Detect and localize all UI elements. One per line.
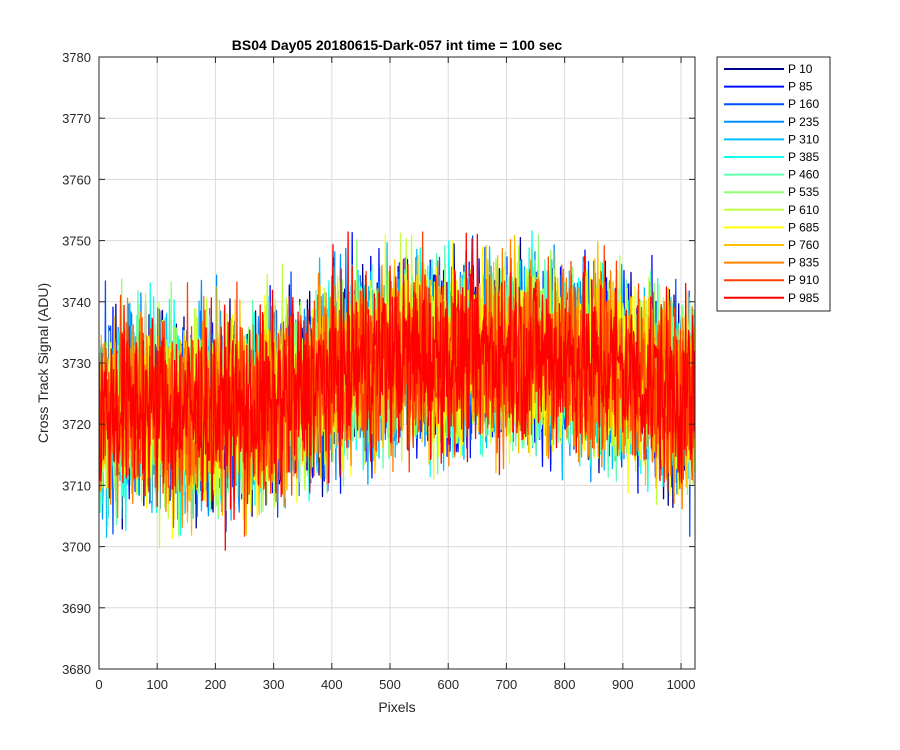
x-tick-label: 100 xyxy=(146,677,168,692)
y-tick-label: 3710 xyxy=(62,478,91,493)
x-tick-label: 900 xyxy=(612,677,634,692)
x-tick-label: 800 xyxy=(554,677,576,692)
x-tick-label: 200 xyxy=(205,677,227,692)
legend-item-label: P 685 xyxy=(788,220,819,234)
y-tick-label: 3750 xyxy=(62,234,91,249)
legend-item-label: P 160 xyxy=(788,97,819,111)
legend-item-label: P 760 xyxy=(788,238,819,252)
legend-item-label: P 85 xyxy=(788,80,813,94)
legend-item-label: P 985 xyxy=(788,291,819,305)
chart-title: BS04 Day05 20180615-Dark-057 int time = … xyxy=(232,37,563,53)
legend-item-label: P 460 xyxy=(788,168,819,182)
y-axis-label: Cross Track Signal (ADU) xyxy=(35,283,51,443)
legend-item-label: P 10 xyxy=(788,62,813,76)
legend-item-label: P 385 xyxy=(788,150,819,164)
x-axis-ticks: 0 100 200 300 400 500 600 700 800 900 1000 xyxy=(95,57,695,692)
x-tick-label: 700 xyxy=(496,677,518,692)
legend-item-label: P 235 xyxy=(788,115,819,129)
x-tick-label: 400 xyxy=(321,677,343,692)
series-line-p985 xyxy=(99,231,695,551)
x-tick-label: 1000 xyxy=(667,677,696,692)
y-tick-label: 3730 xyxy=(62,356,91,371)
x-tick-label: 600 xyxy=(437,677,459,692)
legend-box xyxy=(716,56,831,312)
y-tick-label: 3760 xyxy=(62,172,91,187)
x-tick-label: 500 xyxy=(379,677,401,692)
y-tick-label: 3720 xyxy=(62,417,91,432)
series-lines xyxy=(99,230,695,551)
legend-item-label: P 610 xyxy=(788,203,819,217)
legend-item-label: P 910 xyxy=(788,273,819,287)
x-tick-label: 0 xyxy=(95,677,102,692)
x-tick-label: 300 xyxy=(263,677,285,692)
y-tick-label: 3770 xyxy=(62,111,91,126)
legend-item-label: P 310 xyxy=(788,132,819,146)
x-axis-label: Pixels xyxy=(378,699,415,715)
y-axis-ticks: 3680 3690 3700 3710 3720 3730 3740 3750 3760 3770… xyxy=(62,50,695,677)
y-tick-label: 3680 xyxy=(62,662,91,677)
y-tick-label: 3690 xyxy=(62,601,91,616)
y-tick-label: 3740 xyxy=(62,295,91,310)
legend-item-label: P 835 xyxy=(788,256,819,270)
legend-item-label: P 535 xyxy=(788,185,819,199)
y-tick-label: 3780 xyxy=(62,50,91,65)
y-tick-label: 3700 xyxy=(62,540,91,555)
legend: P 10 P 85 P 160 P 235 P 310 P 385 P 460 P 535 P … xyxy=(716,56,831,312)
